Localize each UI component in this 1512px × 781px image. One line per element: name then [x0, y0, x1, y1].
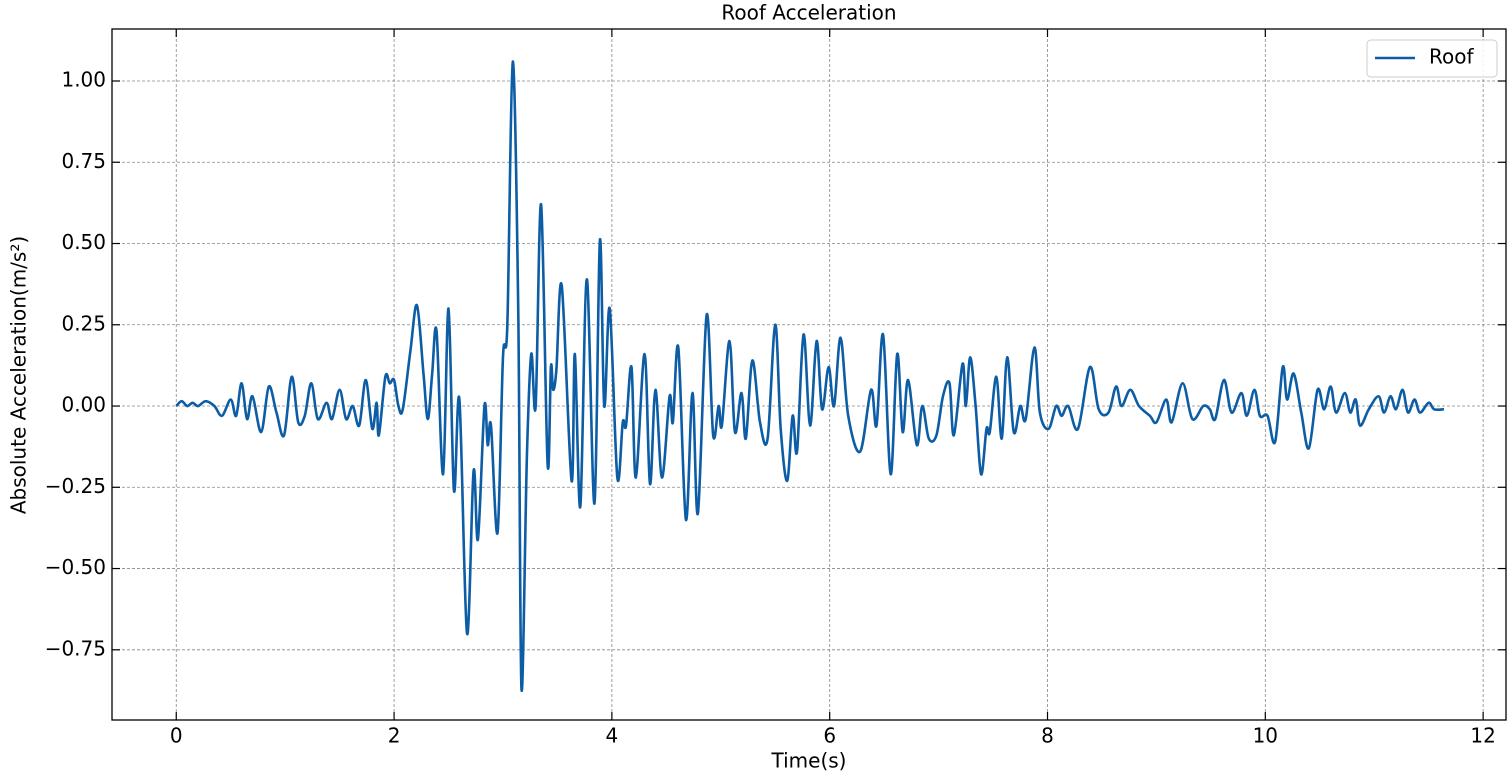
y-tick-label: 0.75 [61, 149, 106, 173]
y-tick-label: −0.50 [45, 555, 106, 579]
data-line [175, 60, 1444, 693]
x-tick-label: 6 [823, 724, 836, 748]
y-axis-label: Absolute Acceleration(m/s²) [7, 236, 31, 514]
legend-box [1366, 39, 1498, 78]
x-tick-label: 4 [606, 724, 619, 748]
x-tick-label: 12 [1470, 724, 1495, 748]
x-tick-label: 0 [170, 724, 183, 748]
y-tick-label: 0.25 [61, 311, 106, 335]
x-tick-label: 2 [388, 724, 401, 748]
y-tick-label: 0.00 [61, 393, 106, 417]
y-tick-label: −0.75 [45, 636, 106, 660]
y-tick-label: −0.25 [45, 474, 106, 498]
plot-frame [111, 28, 1507, 721]
x-tick-label: 10 [1253, 724, 1278, 748]
chart-title: Roof Acceleration [721, 1, 896, 25]
y-tick-label: 0.50 [61, 230, 106, 254]
x-axis-label: Time(s) [771, 749, 847, 773]
x-tick-label: 8 [1041, 724, 1054, 748]
y-tick-label: 1.00 [61, 68, 106, 92]
legend-label: Roof [1429, 45, 1474, 69]
